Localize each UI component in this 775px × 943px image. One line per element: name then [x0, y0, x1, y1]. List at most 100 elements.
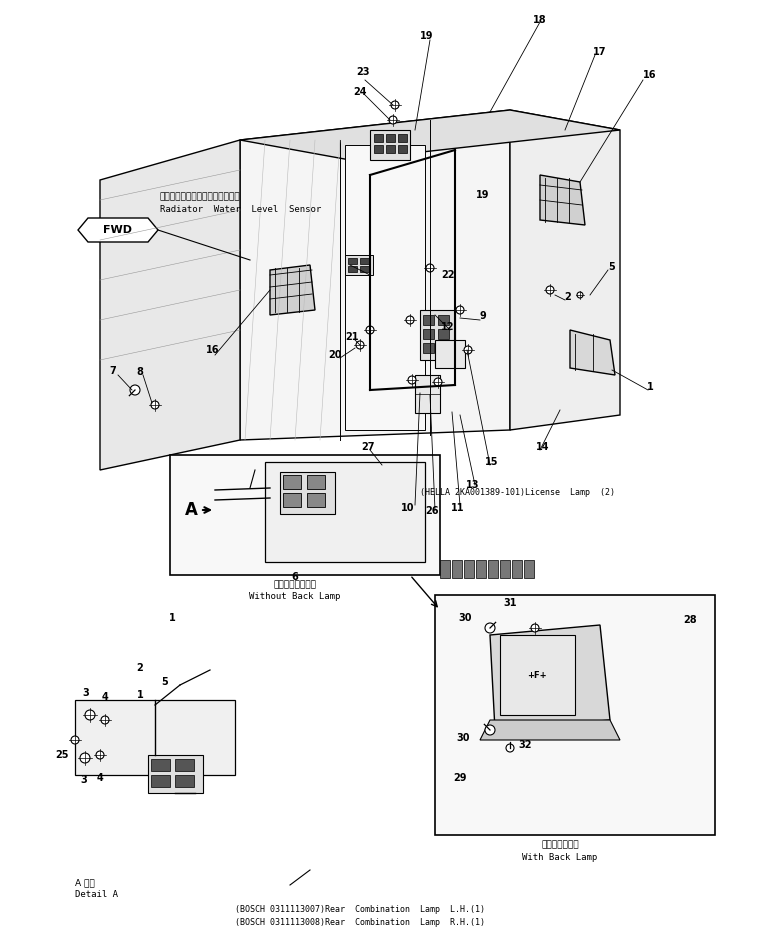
- Text: 26: 26: [425, 506, 439, 516]
- Text: 6: 6: [291, 572, 298, 582]
- Bar: [283, 493, 301, 507]
- Bar: [280, 472, 335, 514]
- Text: 12: 12: [441, 322, 455, 332]
- Circle shape: [456, 306, 464, 314]
- Bar: [307, 475, 325, 489]
- Text: +F+: +F+: [527, 670, 547, 680]
- Bar: [420, 310, 455, 360]
- Circle shape: [464, 346, 472, 354]
- Text: 4: 4: [97, 773, 103, 783]
- Bar: [151, 759, 170, 771]
- Circle shape: [80, 753, 90, 763]
- Bar: [452, 560, 462, 578]
- Polygon shape: [78, 218, 158, 242]
- Text: バックランプ付: バックランプ付: [541, 840, 579, 849]
- Polygon shape: [480, 720, 620, 740]
- Bar: [423, 329, 434, 339]
- Text: 17: 17: [593, 47, 607, 57]
- Text: Radiator  Water  Level  Sensor: Radiator Water Level Sensor: [160, 205, 322, 214]
- Circle shape: [406, 316, 414, 324]
- Circle shape: [151, 401, 159, 409]
- Bar: [283, 475, 301, 489]
- Text: 32: 32: [518, 740, 532, 750]
- Text: 4: 4: [102, 692, 109, 702]
- Polygon shape: [100, 140, 240, 470]
- Bar: [360, 258, 369, 264]
- Text: ラジエータウォータレベルセンサ: ラジエータウォータレベルセンサ: [160, 192, 240, 201]
- Text: 1: 1: [646, 382, 653, 392]
- Polygon shape: [540, 175, 585, 225]
- Circle shape: [531, 624, 539, 632]
- Bar: [423, 315, 434, 325]
- Text: 13: 13: [467, 480, 480, 490]
- Text: 23: 23: [356, 67, 370, 77]
- Text: (BOSCH 0311113008)Rear  Combination  Lamp  R.H.(1): (BOSCH 0311113008)Rear Combination Lamp …: [235, 918, 485, 927]
- Bar: [464, 560, 474, 578]
- Bar: [151, 775, 170, 787]
- Text: A 詳細: A 詳細: [75, 878, 95, 887]
- Bar: [175, 775, 194, 787]
- Bar: [386, 134, 395, 142]
- Text: (HELLA 2KA001389-101)License  Lamp  (2): (HELLA 2KA001389-101)License Lamp (2): [420, 488, 615, 497]
- Bar: [415, 375, 440, 413]
- Text: 30: 30: [456, 733, 470, 743]
- Circle shape: [85, 710, 95, 720]
- Text: 5: 5: [162, 677, 168, 687]
- Text: Without Back Lamp: Without Back Lamp: [250, 592, 341, 601]
- Text: A: A: [185, 501, 198, 519]
- Text: 25: 25: [55, 750, 69, 760]
- Text: バックランプなし: バックランプなし: [274, 580, 316, 589]
- Text: 29: 29: [453, 773, 467, 783]
- Bar: [348, 258, 357, 264]
- Text: 30: 30: [458, 613, 472, 623]
- Text: 27: 27: [361, 442, 375, 452]
- Circle shape: [391, 101, 399, 109]
- Circle shape: [366, 326, 374, 334]
- Polygon shape: [510, 110, 620, 430]
- Bar: [360, 266, 369, 272]
- Text: 19: 19: [477, 190, 490, 200]
- Bar: [435, 595, 715, 835]
- Bar: [512, 560, 522, 578]
- Bar: [307, 493, 325, 507]
- Circle shape: [96, 751, 104, 759]
- Bar: [170, 455, 440, 575]
- Text: 14: 14: [536, 442, 549, 452]
- Text: 3: 3: [83, 688, 89, 698]
- Bar: [500, 560, 510, 578]
- Bar: [75, 700, 235, 775]
- Bar: [148, 755, 203, 793]
- Text: 7: 7: [109, 366, 116, 376]
- Text: 9: 9: [480, 311, 487, 321]
- Bar: [423, 343, 434, 353]
- Text: 2: 2: [565, 292, 571, 302]
- Text: 3: 3: [81, 775, 88, 785]
- Bar: [175, 759, 194, 771]
- Circle shape: [485, 725, 495, 735]
- Bar: [438, 315, 449, 325]
- Text: 18: 18: [533, 15, 547, 25]
- Text: 20: 20: [329, 350, 342, 360]
- Circle shape: [356, 341, 364, 349]
- Text: 28: 28: [684, 615, 697, 625]
- Text: 5: 5: [608, 262, 615, 272]
- Text: 31: 31: [503, 598, 517, 608]
- Bar: [438, 329, 449, 339]
- Text: With Back Lamp: With Back Lamp: [522, 853, 598, 862]
- Bar: [500, 635, 575, 715]
- Bar: [440, 560, 450, 578]
- Text: 21: 21: [345, 332, 359, 342]
- Circle shape: [130, 385, 140, 395]
- Bar: [398, 134, 407, 142]
- Text: 10: 10: [401, 503, 415, 513]
- Polygon shape: [240, 110, 620, 160]
- Text: 19: 19: [420, 31, 434, 41]
- Circle shape: [577, 292, 583, 298]
- Bar: [435, 340, 465, 368]
- Text: 15: 15: [485, 457, 499, 467]
- Bar: [386, 145, 395, 153]
- Circle shape: [485, 623, 495, 633]
- Bar: [374, 145, 383, 153]
- Bar: [370, 130, 410, 160]
- Circle shape: [408, 376, 416, 384]
